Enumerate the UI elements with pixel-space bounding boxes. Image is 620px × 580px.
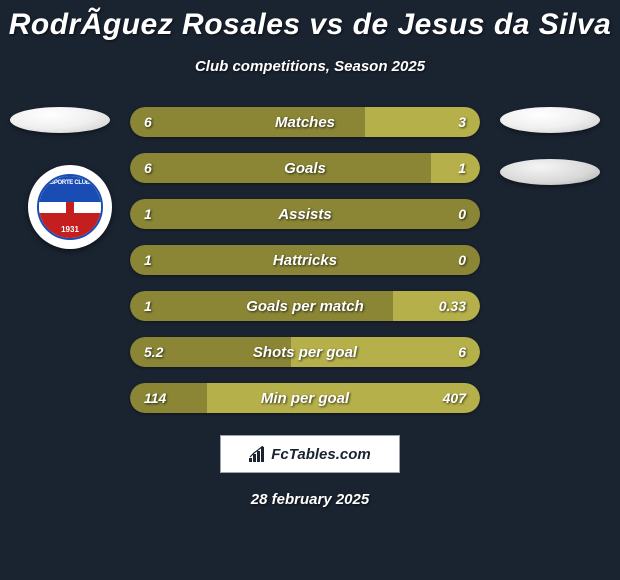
badge-top-text: ESPORTE CLUBE xyxy=(39,180,101,186)
club-badge-bahia: ESPORTE CLUBE 1931 xyxy=(28,165,112,249)
stat-value-left: 1 xyxy=(144,291,152,321)
stat-value-left: 114 xyxy=(144,383,166,413)
stat-bar-right xyxy=(393,291,481,321)
stat-bar-right xyxy=(207,383,480,413)
stat-bar-right xyxy=(291,337,480,367)
fctables-icon xyxy=(249,446,267,462)
stat-bar-left xyxy=(130,153,431,183)
stat-value-right: 0 xyxy=(458,245,466,275)
stat-bar-right xyxy=(431,153,480,183)
stat-bars-container: 63Matches61Goals10Assists10Hattricks10.3… xyxy=(130,107,480,413)
stat-row: 114407Min per goal xyxy=(130,383,480,413)
fctables-label: FcTables.com xyxy=(271,446,370,463)
team-logo-right-placeholder-2 xyxy=(500,159,600,185)
stat-value-left: 6 xyxy=(144,153,152,183)
stat-value-right: 3 xyxy=(458,107,466,137)
fctables-watermark: FcTables.com xyxy=(220,435,400,473)
stat-value-right: 6 xyxy=(458,337,466,367)
stat-bar-left xyxy=(130,291,393,321)
badge-year: 1931 xyxy=(39,225,101,234)
stat-row: 10Hattricks xyxy=(130,245,480,275)
stat-row: 10.33Goals per match xyxy=(130,291,480,321)
stat-bar-left xyxy=(130,107,365,137)
stat-value-right: 1 xyxy=(458,153,466,183)
stat-value-right: 0.33 xyxy=(439,291,466,321)
stat-value-left: 5.2 xyxy=(144,337,163,367)
stat-bar-left xyxy=(130,383,207,413)
stat-value-right: 0 xyxy=(458,199,466,229)
team-logo-left-placeholder xyxy=(10,107,110,133)
stat-bar-left xyxy=(130,245,480,275)
stat-row: 5.26Shots per goal xyxy=(130,337,480,367)
stat-value-left: 1 xyxy=(144,199,152,229)
stat-value-left: 1 xyxy=(144,245,152,275)
comparison-panel: ESPORTE CLUBE 1931 63Matches61Goals10Ass… xyxy=(0,107,620,413)
stat-bar-left xyxy=(130,199,480,229)
subtitle: Club competitions, Season 2025 xyxy=(0,58,620,75)
stat-row: 61Goals xyxy=(130,153,480,183)
stat-row: 10Assists xyxy=(130,199,480,229)
team-logo-right-placeholder-1 xyxy=(500,107,600,133)
stat-value-right: 407 xyxy=(443,383,466,413)
date-label: 28 february 2025 xyxy=(0,491,620,508)
page-title: RodrÃ­guez Rosales vs de Jesus da Silva xyxy=(0,0,620,42)
stat-row: 63Matches xyxy=(130,107,480,137)
stat-value-left: 6 xyxy=(144,107,152,137)
